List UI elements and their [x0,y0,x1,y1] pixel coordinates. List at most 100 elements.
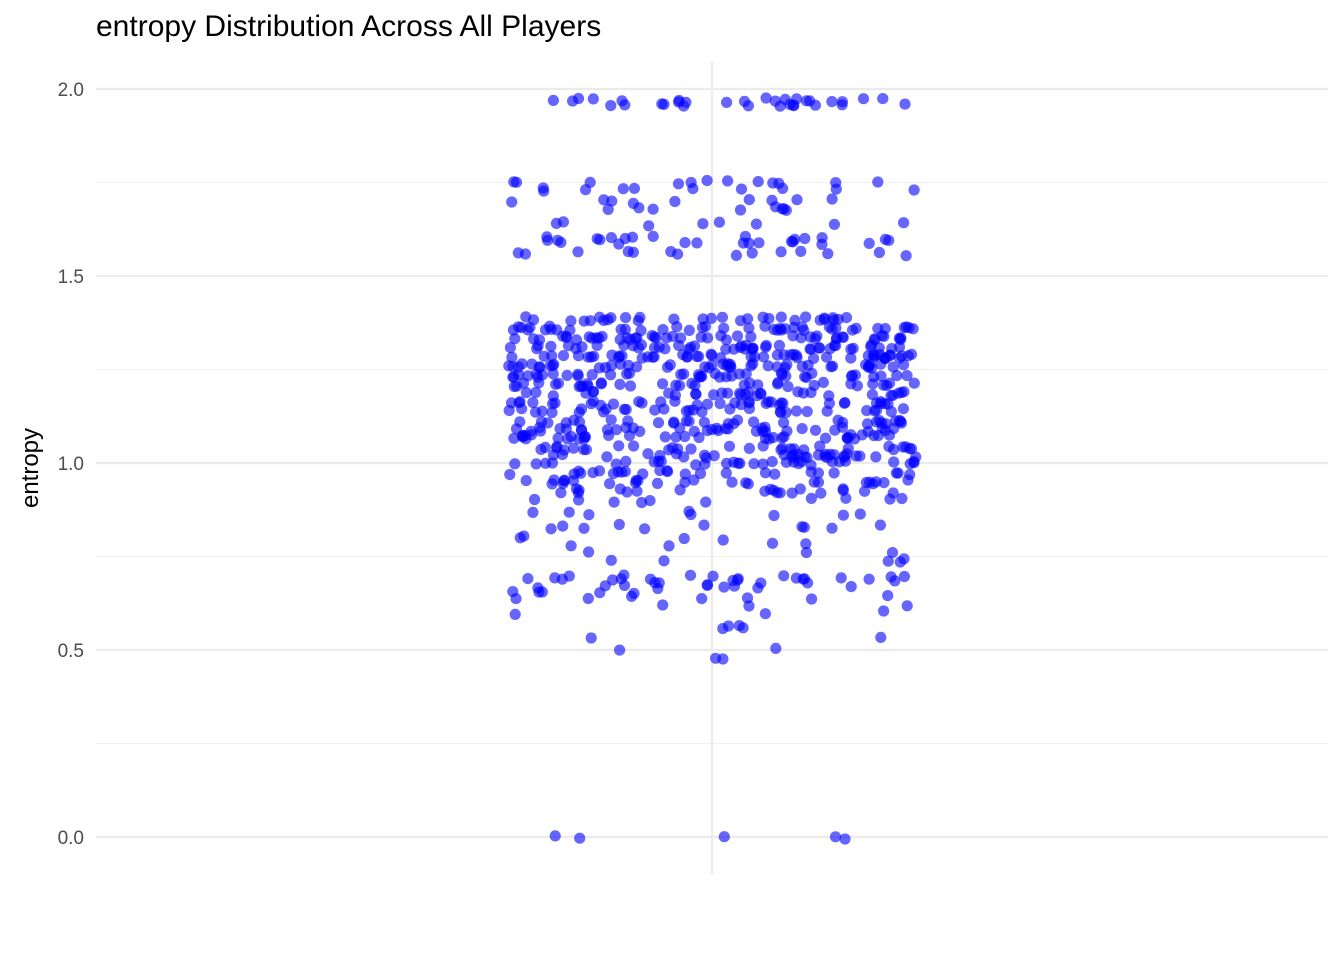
data-point [652,417,665,429]
data-point [535,443,547,455]
data-point [545,340,557,352]
data-point [619,99,631,111]
data-point [530,386,542,398]
data-point [746,247,758,259]
data-point [901,600,913,612]
data-point [742,478,754,490]
data-point [705,348,717,360]
data-point [630,477,642,489]
data-point [845,581,857,593]
data-point [605,369,617,381]
data-point [530,406,542,418]
data-point [745,331,757,343]
data-point [617,183,629,195]
data-point [743,237,755,249]
data-point [734,341,746,353]
data-point [678,532,690,545]
data-point [846,324,859,336]
data-point [863,573,875,585]
data-point [805,492,818,504]
data-point [714,398,726,410]
data-point [802,577,814,589]
data-point [608,496,620,508]
data-point [805,343,817,355]
data-point [748,416,760,428]
data-point [594,587,606,599]
data-point [839,397,851,409]
data-point [532,340,544,352]
data-point [884,493,896,505]
data-point [556,449,569,461]
data-point [752,176,764,188]
data-point [812,476,825,488]
data-point [649,404,661,416]
y-axis-label: entropy [17,428,44,508]
data-point [804,331,817,343]
data-point [701,425,713,437]
data-point [901,370,913,382]
data-point [647,203,659,215]
data-point [742,313,754,325]
data-point [605,232,618,244]
data-point [506,196,518,208]
data-point [660,332,673,344]
data-point [691,350,703,362]
data-point [866,389,879,401]
data-point [817,376,830,388]
data-point [799,232,811,245]
data-point [775,246,787,258]
data-point [790,405,803,417]
data-point [690,459,702,471]
data-point [812,467,825,479]
data-point [905,443,918,455]
data-point [728,580,741,592]
data-point [546,350,558,362]
data-point [585,632,597,644]
data-point [762,360,774,372]
data-point [839,455,852,467]
data-point [730,249,743,261]
data-point [760,339,772,352]
data-point [821,351,833,363]
data-point [762,396,774,408]
data-point [720,343,732,355]
data-point [726,370,738,382]
data-point [742,100,755,112]
data-point [863,237,875,249]
data-point [708,450,720,462]
data-point [778,417,790,429]
data-point [558,475,570,487]
data-point [605,554,617,566]
data-point [655,455,667,467]
data-point [757,458,769,470]
data-point [580,184,592,196]
data-point [555,236,567,248]
data-point [877,93,889,105]
data-point [721,96,733,108]
data-point [690,388,702,400]
data-point [628,182,641,194]
data-point [516,403,528,415]
data-point [897,403,910,415]
data-point [806,593,818,605]
data-point [771,349,784,361]
data-point [800,546,813,559]
data-point [639,523,651,535]
data-point [801,406,813,418]
data-point [552,432,564,444]
data-point [900,250,912,262]
data-point [722,175,734,187]
data-point [788,321,800,333]
data-point [795,245,807,257]
data-point [809,99,822,111]
data-point [508,380,520,393]
data-point [604,478,616,490]
data-point [865,339,877,351]
data-point [508,432,520,444]
data-point [669,395,681,407]
data-point [823,321,836,333]
data-point [562,433,574,445]
data-point [870,451,882,463]
data-point [760,92,772,104]
data-point [726,476,738,488]
